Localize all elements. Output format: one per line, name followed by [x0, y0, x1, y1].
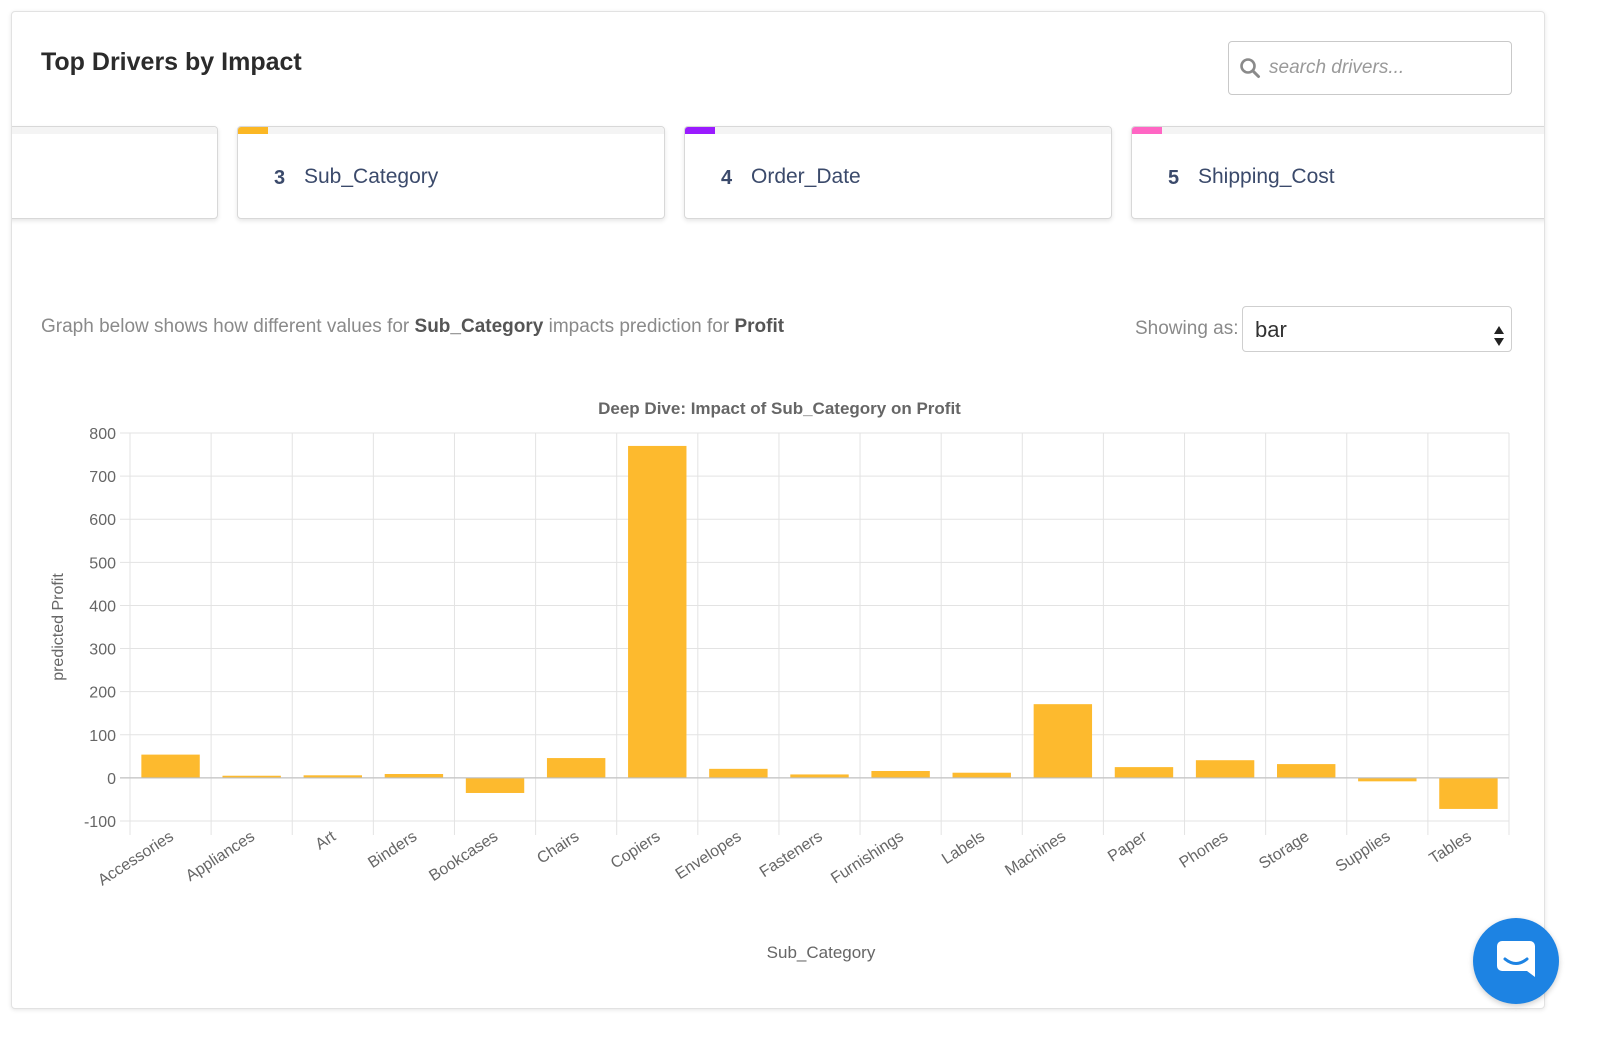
- bar-envelopes: [709, 768, 768, 778]
- driver-card-partial[interactable]: [12, 126, 218, 219]
- x-tick-label: Furnishings: [828, 828, 907, 887]
- y-tick-label: 400: [89, 598, 116, 615]
- y-axis-label: predicted Profit: [50, 573, 67, 681]
- bar-phones: [1195, 760, 1255, 778]
- bar-chart: Deep Dive: Impact of Sub_Category on Pro…: [50, 399, 1510, 962]
- x-tick-label: Labels: [939, 828, 988, 868]
- x-tick-label: Envelopes: [673, 828, 745, 883]
- bar-storage: [1277, 764, 1336, 778]
- x-tick-label: Machines: [1002, 828, 1069, 880]
- drivers-panel: Top Drivers by Impact 3 Sub_Category 4 O…: [11, 11, 1545, 1009]
- search-box[interactable]: [1228, 41, 1512, 95]
- chart-description: Graph below shows how different values f…: [41, 316, 784, 338]
- x-tick-label: Bookcases: [426, 828, 501, 885]
- driver-name: Sub_Category: [304, 165, 439, 188]
- bar-labels: [952, 772, 1011, 778]
- page-title: Top Drivers by Impact: [41, 48, 302, 76]
- x-tick-label: Art: [313, 828, 340, 854]
- chat-launcher-button[interactable]: [1473, 918, 1559, 1004]
- y-tick-label: 0: [107, 771, 116, 788]
- y-tick-label: 200: [89, 685, 116, 702]
- bar-machines: [1033, 704, 1093, 778]
- y-tick-label: 800: [89, 426, 116, 443]
- y-tick-label: 700: [89, 469, 116, 486]
- bar-tables: [1439, 777, 1498, 809]
- chart-type-select[interactable]: bar: [1242, 306, 1512, 352]
- chart-area: Deep Dive: Impact of Sub_Category on Pro…: [12, 392, 1544, 997]
- bar-binders: [384, 774, 444, 778]
- driver-card-shipping-cost[interactable]: 5 Shipping_Cost: [1131, 126, 1544, 219]
- y-tick-label: 500: [89, 555, 116, 572]
- search-icon: [1233, 41, 1267, 95]
- x-tick-label: Tables: [1427, 828, 1475, 867]
- y-tick-label: 600: [89, 512, 116, 529]
- bar-supplies: [1358, 777, 1417, 782]
- x-tick-label: Fasteners: [757, 828, 826, 881]
- bar-bookcases: [465, 777, 525, 793]
- x-tick-label: Chairs: [534, 828, 582, 867]
- driver-name: Order_Date: [751, 165, 861, 188]
- bar-chairs: [546, 758, 606, 778]
- driver-color-tab: [1132, 127, 1162, 134]
- bar-fasteners: [790, 774, 849, 778]
- bar-accessories: [141, 754, 200, 778]
- search-input[interactable]: [1267, 47, 1491, 89]
- chart-type-value: bar: [1255, 317, 1287, 342]
- description-middle: impacts prediction for: [548, 316, 730, 337]
- y-tick-label: 300: [89, 642, 116, 659]
- showing-as-label: Showing as:: [1135, 318, 1239, 339]
- bar-appliances: [222, 775, 281, 778]
- x-tick-label: Supplies: [1333, 828, 1394, 876]
- y-tick-label: -100: [84, 814, 116, 831]
- x-axis-label: Sub_Category: [767, 943, 876, 962]
- description-feature: Sub_Category: [414, 316, 544, 337]
- y-tick-label: 100: [89, 728, 116, 745]
- bar-furnishings: [871, 770, 930, 778]
- driver-rank: 4: [721, 167, 733, 189]
- driver-color-tab: [685, 127, 715, 134]
- x-tick-label: Paper: [1105, 828, 1151, 866]
- description-target: Profit: [734, 316, 785, 337]
- x-tick-label: Storage: [1256, 828, 1312, 873]
- driver-rank: 5: [1168, 167, 1180, 189]
- x-tick-label: Appliances: [183, 828, 258, 885]
- chat-icon: [1494, 937, 1538, 986]
- driver-card-sub-category[interactable]: 3 Sub_Category: [237, 126, 665, 219]
- bar-paper: [1114, 767, 1174, 778]
- bar-copiers: [628, 445, 687, 778]
- description-prefix: Graph below shows how different values f…: [41, 316, 410, 337]
- x-tick-label: Accessories: [95, 828, 177, 889]
- chart-title: Deep Dive: Impact of Sub_Category on Pro…: [598, 399, 961, 418]
- bar-art: [303, 775, 362, 778]
- driver-color-tab: [238, 127, 268, 134]
- driver-rank: 3: [274, 167, 286, 189]
- driver-card-order-date[interactable]: 4 Order_Date: [684, 126, 1112, 219]
- driver-name: Shipping_Cost: [1198, 165, 1335, 188]
- select-arrows-icon: [1493, 318, 1505, 364]
